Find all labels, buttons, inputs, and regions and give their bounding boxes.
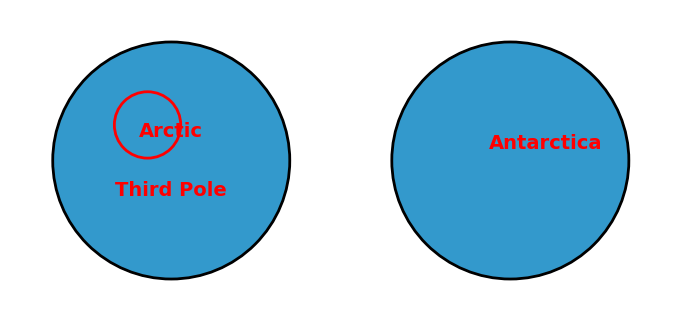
Text: Arctic: Arctic xyxy=(139,122,203,141)
Text: Third Pole: Third Pole xyxy=(115,181,227,200)
Circle shape xyxy=(392,42,629,279)
Circle shape xyxy=(53,42,290,279)
Text: Antarctica: Antarctica xyxy=(489,134,603,153)
